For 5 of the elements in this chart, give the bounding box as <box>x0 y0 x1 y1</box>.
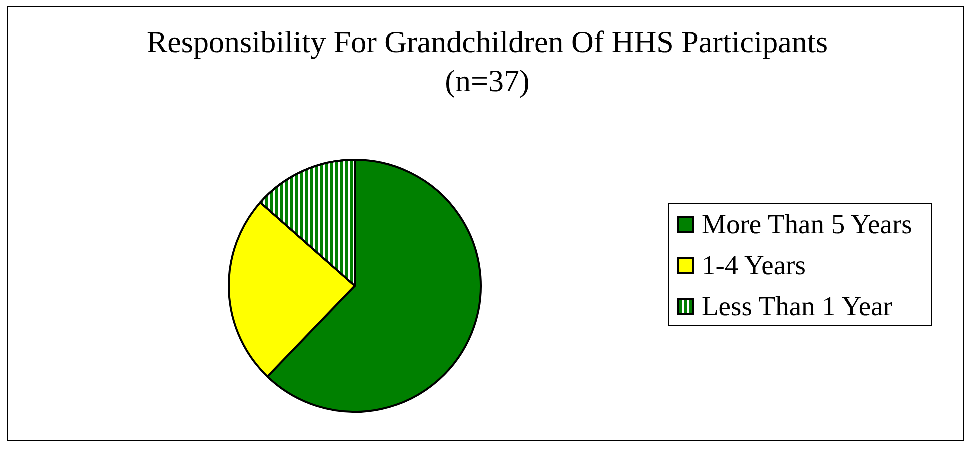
legend-label: 1-4 Years <box>702 250 806 280</box>
chart-subtitle: (n=37) <box>445 64 530 98</box>
legend-label: More Than 5 Years <box>702 208 912 240</box>
legend-label: Less Than 1 Year <box>702 290 892 322</box>
chart-title: Responsibility For Grandchildren Of HHS Participants <box>146 24 828 60</box>
